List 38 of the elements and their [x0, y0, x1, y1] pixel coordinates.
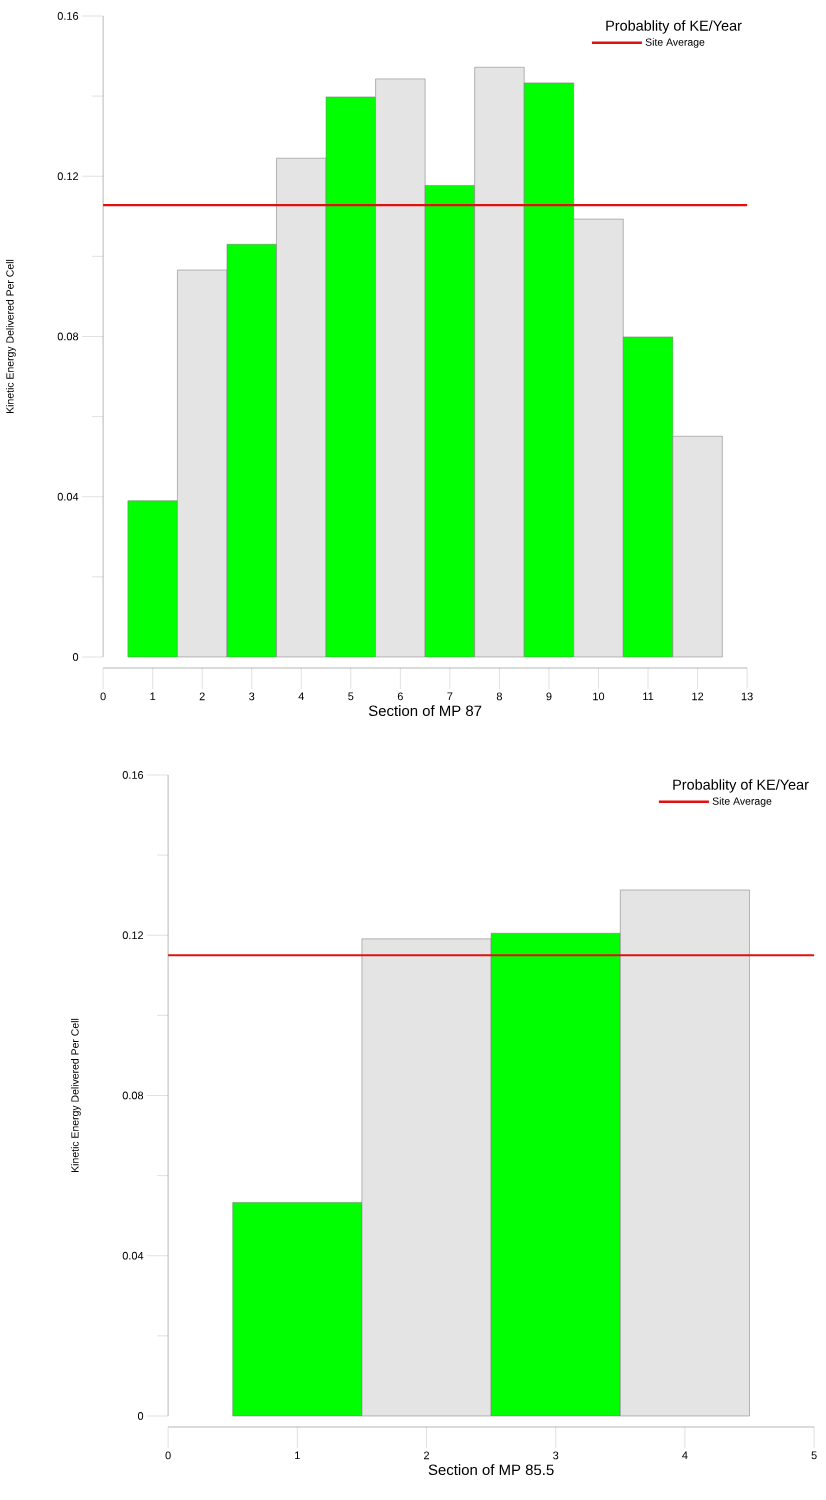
x-tick-label: 9: [546, 692, 552, 701]
x-tick-label: 7: [447, 692, 453, 701]
x-tick-label: 8: [496, 692, 502, 701]
y-axis-title: Kinetic Energy Delivered Per Cell: [5, 259, 16, 413]
x-tick-label: 2: [199, 692, 205, 701]
x-tick-label: 11: [643, 692, 654, 701]
x-tick-label: 0: [100, 692, 106, 701]
y-axis-title: Kinetic Energy Delivered Per Cell: [70, 1018, 81, 1172]
legend-label: Site Average: [712, 797, 772, 807]
x-tick-label: 13: [741, 692, 753, 701]
x-tick-label: 0: [165, 1451, 171, 1460]
x-tick-label: 3: [553, 1451, 559, 1460]
legend-label: Site Average: [645, 38, 705, 48]
y-tick-label: 0.16: [57, 12, 79, 20]
y-tick-label: 0: [72, 653, 79, 661]
x-tick-label: 2: [423, 1451, 429, 1460]
x-tick-label: 6: [397, 692, 403, 701]
x-tick-label: 10: [593, 692, 605, 701]
y-tick-label: 0.12: [57, 172, 78, 181]
y-tick-label: 0.08: [122, 1091, 144, 1100]
x-tick-label: 1: [295, 1451, 300, 1460]
x-tick-label: 4: [298, 692, 304, 701]
x-tick-label: 12: [692, 692, 704, 701]
y-tick-label: 0.16: [122, 771, 144, 779]
x-tick-label: 3: [249, 692, 255, 701]
x-tick-label: 1: [150, 692, 156, 701]
y-tick-label: 0.08: [57, 332, 79, 341]
x-axis-title: Section of MP 87: [368, 705, 482, 717]
legend-title: Probablity of KE/Year: [606, 20, 742, 34]
y-tick-label: 0.04: [57, 492, 79, 501]
legend-title: Probablity of KE/Year: [673, 779, 809, 793]
x-tick-label: 4: [682, 1451, 688, 1460]
x-tick-label: 5: [348, 692, 354, 701]
x-axis-title: Section of MP 85.5: [428, 1464, 554, 1476]
y-tick-label: 0.04: [122, 1251, 144, 1260]
y-tick-label: 0.12: [122, 931, 143, 940]
x-tick-label: 5: [811, 1451, 817, 1460]
y-tick-label: 0: [137, 1412, 144, 1420]
